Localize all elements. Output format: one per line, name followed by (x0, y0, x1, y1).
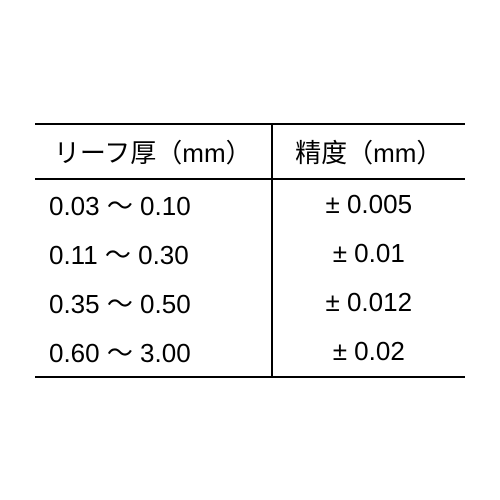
table-row: 0.35 〜 0.50 ± 0.012 (35, 278, 465, 327)
cell-thickness: 0.35 〜 0.50 (35, 278, 272, 327)
cell-thickness: 0.03 〜 0.10 (35, 179, 272, 229)
cell-thickness: 0.60 〜 3.00 (35, 327, 272, 377)
table-row: 0.60 〜 3.00 ± 0.02 (35, 327, 465, 377)
table-row: 0.11 〜 0.30 ± 0.01 (35, 229, 465, 278)
precision-table: リーフ厚（mm） 精度（mm） 0.03 〜 0.10 ± 0.005 0.11… (35, 123, 465, 378)
header-precision: 精度（mm） (272, 124, 466, 179)
table-header-row: リーフ厚（mm） 精度（mm） (35, 124, 465, 179)
cell-precision: ± 0.005 (272, 179, 466, 229)
table-row: 0.03 〜 0.10 ± 0.005 (35, 179, 465, 229)
precision-table-wrapper: リーフ厚（mm） 精度（mm） 0.03 〜 0.10 ± 0.005 0.11… (35, 123, 465, 378)
header-leaf-thickness: リーフ厚（mm） (35, 124, 272, 179)
cell-precision: ± 0.01 (272, 229, 466, 278)
cell-precision: ± 0.012 (272, 278, 466, 327)
cell-thickness: 0.11 〜 0.30 (35, 229, 272, 278)
cell-precision: ± 0.02 (272, 327, 466, 377)
